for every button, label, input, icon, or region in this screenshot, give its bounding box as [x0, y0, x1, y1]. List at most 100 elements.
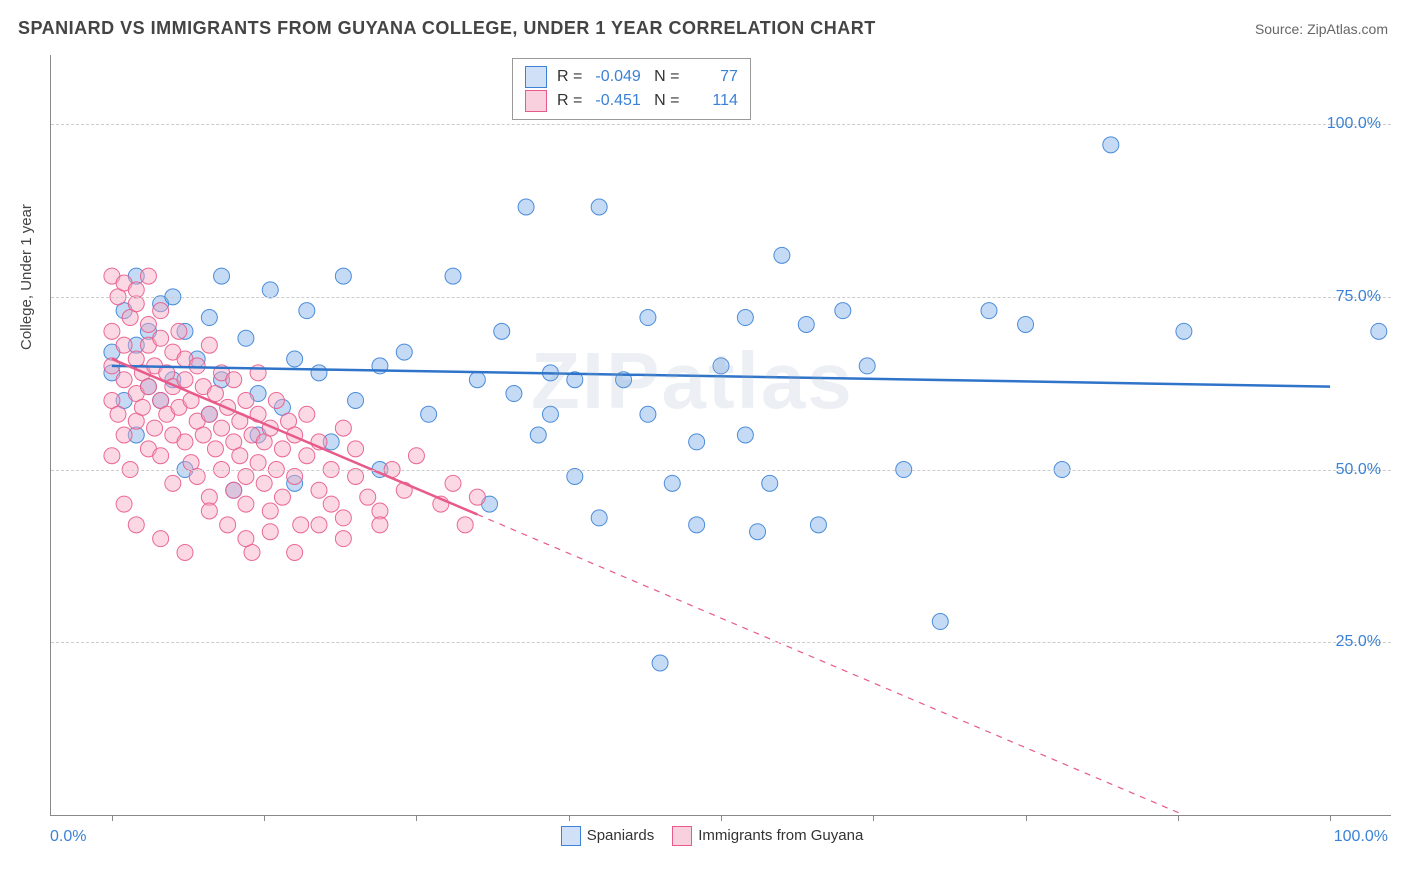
- data-point: [421, 406, 437, 422]
- data-point: [689, 517, 705, 533]
- data-point: [396, 344, 412, 360]
- data-point: [859, 358, 875, 374]
- data-point: [214, 268, 230, 284]
- data-point: [299, 406, 315, 422]
- data-point: [177, 544, 193, 560]
- data-point: [469, 372, 485, 388]
- data-point: [207, 441, 223, 457]
- data-point: [116, 337, 132, 353]
- data-point: [530, 427, 546, 443]
- data-point: [591, 510, 607, 526]
- legend-swatch: [561, 826, 581, 846]
- legend-label: Immigrants from Guyana: [698, 827, 863, 844]
- data-point: [165, 475, 181, 491]
- data-point: [1371, 323, 1387, 339]
- data-point: [232, 448, 248, 464]
- y-tick-label: 75.0%: [1336, 288, 1381, 306]
- x-tick-mark: [1178, 815, 1179, 821]
- data-point: [287, 468, 303, 484]
- scatter-svg: [51, 55, 1391, 815]
- data-point: [140, 379, 156, 395]
- data-point: [311, 517, 327, 533]
- data-point: [134, 399, 150, 415]
- data-point: [250, 455, 266, 471]
- legend-swatch: [525, 90, 547, 112]
- data-point: [835, 303, 851, 319]
- y-tick-label: 50.0%: [1336, 461, 1381, 479]
- data-point: [445, 268, 461, 284]
- data-point: [262, 524, 278, 540]
- gridline: [51, 470, 1391, 471]
- legend-swatch: [525, 66, 547, 88]
- data-point: [201, 406, 217, 422]
- r-value: -0.451: [587, 89, 641, 113]
- legend-swatch: [672, 826, 692, 846]
- data-point: [104, 323, 120, 339]
- data-point: [810, 517, 826, 533]
- data-point: [238, 330, 254, 346]
- x-tick-mark: [569, 815, 570, 821]
- n-value: 114: [684, 89, 738, 113]
- data-point: [140, 268, 156, 284]
- data-point: [274, 441, 290, 457]
- data-point: [737, 310, 753, 326]
- x-tick-mark: [112, 815, 113, 821]
- data-point: [664, 475, 680, 491]
- data-point: [189, 358, 205, 374]
- data-point: [153, 448, 169, 464]
- data-point: [335, 510, 351, 526]
- data-point: [652, 655, 668, 671]
- x-tick-mark: [1330, 815, 1331, 821]
- data-point: [238, 392, 254, 408]
- data-point: [177, 372, 193, 388]
- regression-line-dashed: [477, 514, 1184, 815]
- y-axis-label: College, Under 1 year: [18, 204, 35, 350]
- data-point: [542, 406, 558, 422]
- data-point: [189, 468, 205, 484]
- data-point: [348, 441, 364, 457]
- data-point: [311, 365, 327, 381]
- data-point: [195, 427, 211, 443]
- data-point: [567, 468, 583, 484]
- data-point: [1018, 316, 1034, 332]
- data-point: [214, 420, 230, 436]
- data-point: [116, 372, 132, 388]
- x-tick-mark: [264, 815, 265, 821]
- data-point: [348, 468, 364, 484]
- data-point: [798, 316, 814, 332]
- data-point: [457, 517, 473, 533]
- data-point: [220, 517, 236, 533]
- data-point: [207, 386, 223, 402]
- data-point: [932, 614, 948, 630]
- data-point: [116, 427, 132, 443]
- n-value: 77: [684, 65, 738, 89]
- x-tick-mark: [873, 815, 874, 821]
- data-point: [981, 303, 997, 319]
- data-point: [201, 337, 217, 353]
- data-point: [299, 303, 315, 319]
- data-point: [750, 524, 766, 540]
- data-point: [128, 282, 144, 298]
- data-point: [171, 323, 187, 339]
- series-legend: SpaniardsImmigrants from Guyana: [0, 826, 1406, 846]
- data-point: [591, 199, 607, 215]
- data-point: [335, 420, 351, 436]
- data-point: [262, 282, 278, 298]
- data-point: [201, 310, 217, 326]
- data-point: [268, 392, 284, 408]
- data-point: [408, 448, 424, 464]
- x-tick-mark: [1026, 815, 1027, 821]
- data-point: [689, 434, 705, 450]
- data-point: [274, 489, 290, 505]
- data-point: [737, 427, 753, 443]
- data-point: [518, 199, 534, 215]
- data-point: [238, 531, 254, 547]
- data-point: [201, 503, 217, 519]
- data-point: [494, 323, 510, 339]
- correlation-row: R = -0.049 N = 77: [525, 65, 738, 89]
- data-point: [640, 310, 656, 326]
- chart-source: Source: ZipAtlas.com: [1255, 21, 1388, 37]
- data-point: [226, 482, 242, 498]
- data-point: [104, 448, 120, 464]
- data-point: [323, 496, 339, 512]
